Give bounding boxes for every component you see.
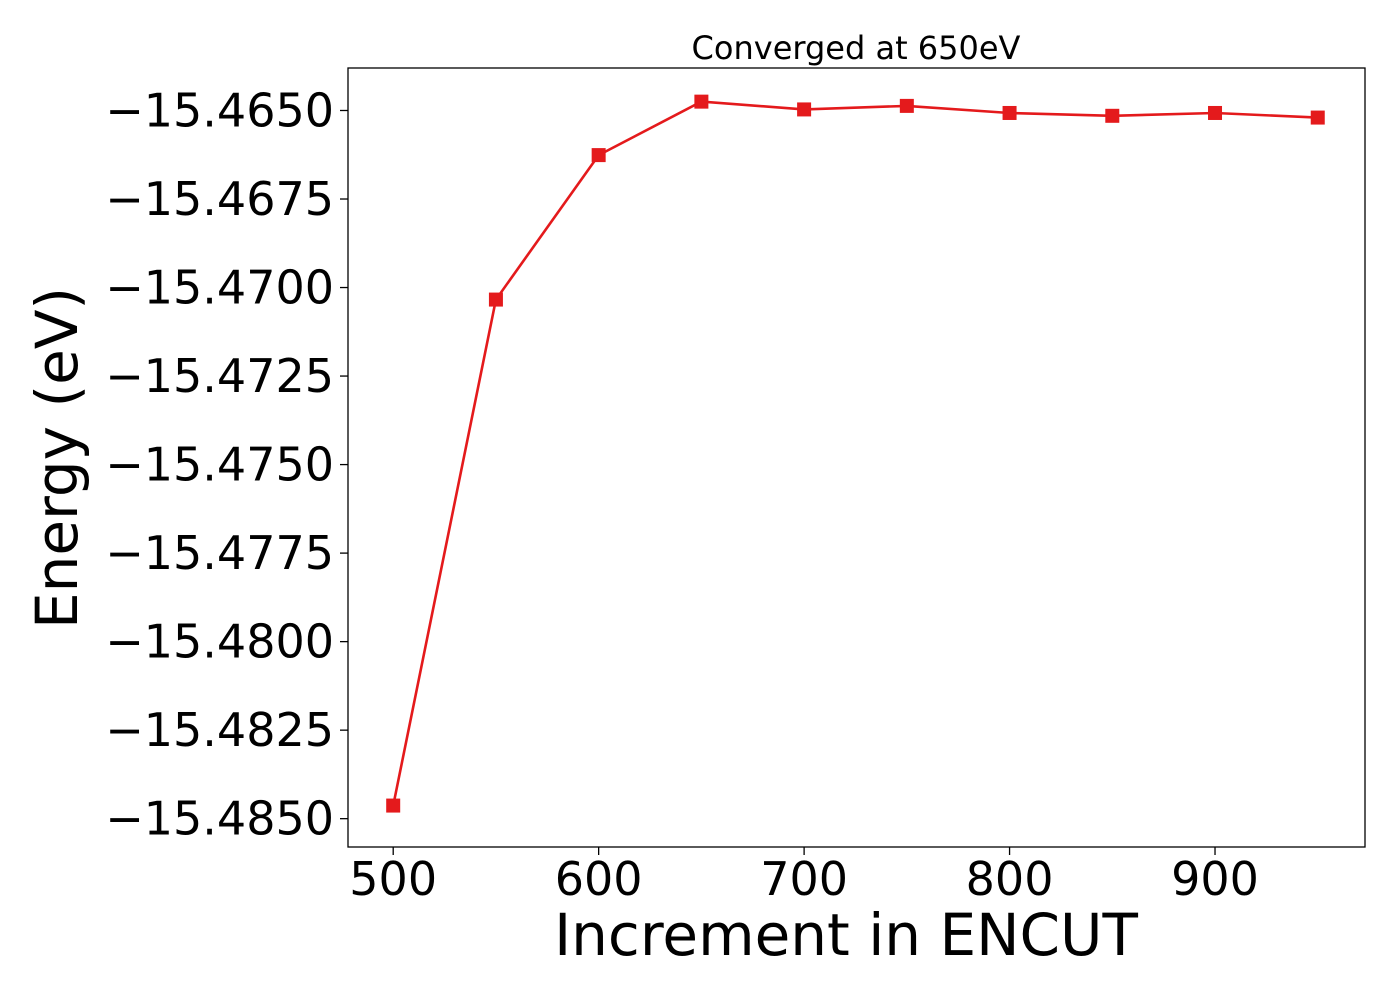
chart-title: Converged at 650eV	[692, 29, 1021, 67]
x-tick-label: 600	[555, 852, 643, 906]
data-point-marker	[694, 94, 709, 109]
y-tick-label: −15.4675	[105, 172, 334, 226]
y-tick-label: −15.4775	[105, 526, 334, 580]
x-axis-ticks: 500 600 700 800 900	[349, 847, 1259, 906]
y-tick-label: −15.4725	[105, 349, 334, 403]
x-tick-label: 500	[349, 852, 437, 906]
y-tick-label: −15.4750	[105, 438, 334, 492]
data-point-marker	[1002, 105, 1017, 120]
y-tick-label: −15.4825	[105, 703, 334, 757]
data-point-marker	[1208, 105, 1223, 120]
y-tick-label: −15.4850	[105, 792, 334, 846]
y-tick-label: −15.4700	[105, 261, 334, 315]
series-markers	[386, 94, 1325, 813]
x-tick-label: 900	[1171, 852, 1259, 906]
plot-frame	[347, 67, 1366, 848]
data-point-marker	[797, 102, 812, 117]
data-point-marker	[1105, 108, 1120, 123]
y-axis-ticks: −15.4650 −15.4675 −15.4700 −15.4725 −15.4750…	[105, 83, 348, 846]
data-point-marker	[386, 798, 401, 813]
x-tick-label: 800	[966, 852, 1054, 906]
data-point-marker	[488, 292, 503, 307]
series-line	[391, 100, 1318, 806]
x-tick-label: 700	[760, 852, 848, 906]
data-point-marker	[591, 148, 606, 163]
data-point-marker	[1310, 110, 1325, 125]
y-axis-label: Energy (eV)	[23, 287, 91, 629]
y-tick-label: −15.4650	[105, 83, 334, 137]
data-point-marker	[899, 98, 914, 113]
y-tick-label: −15.4800	[105, 615, 334, 669]
x-axis-label: Increment in ENCUT	[554, 901, 1138, 969]
